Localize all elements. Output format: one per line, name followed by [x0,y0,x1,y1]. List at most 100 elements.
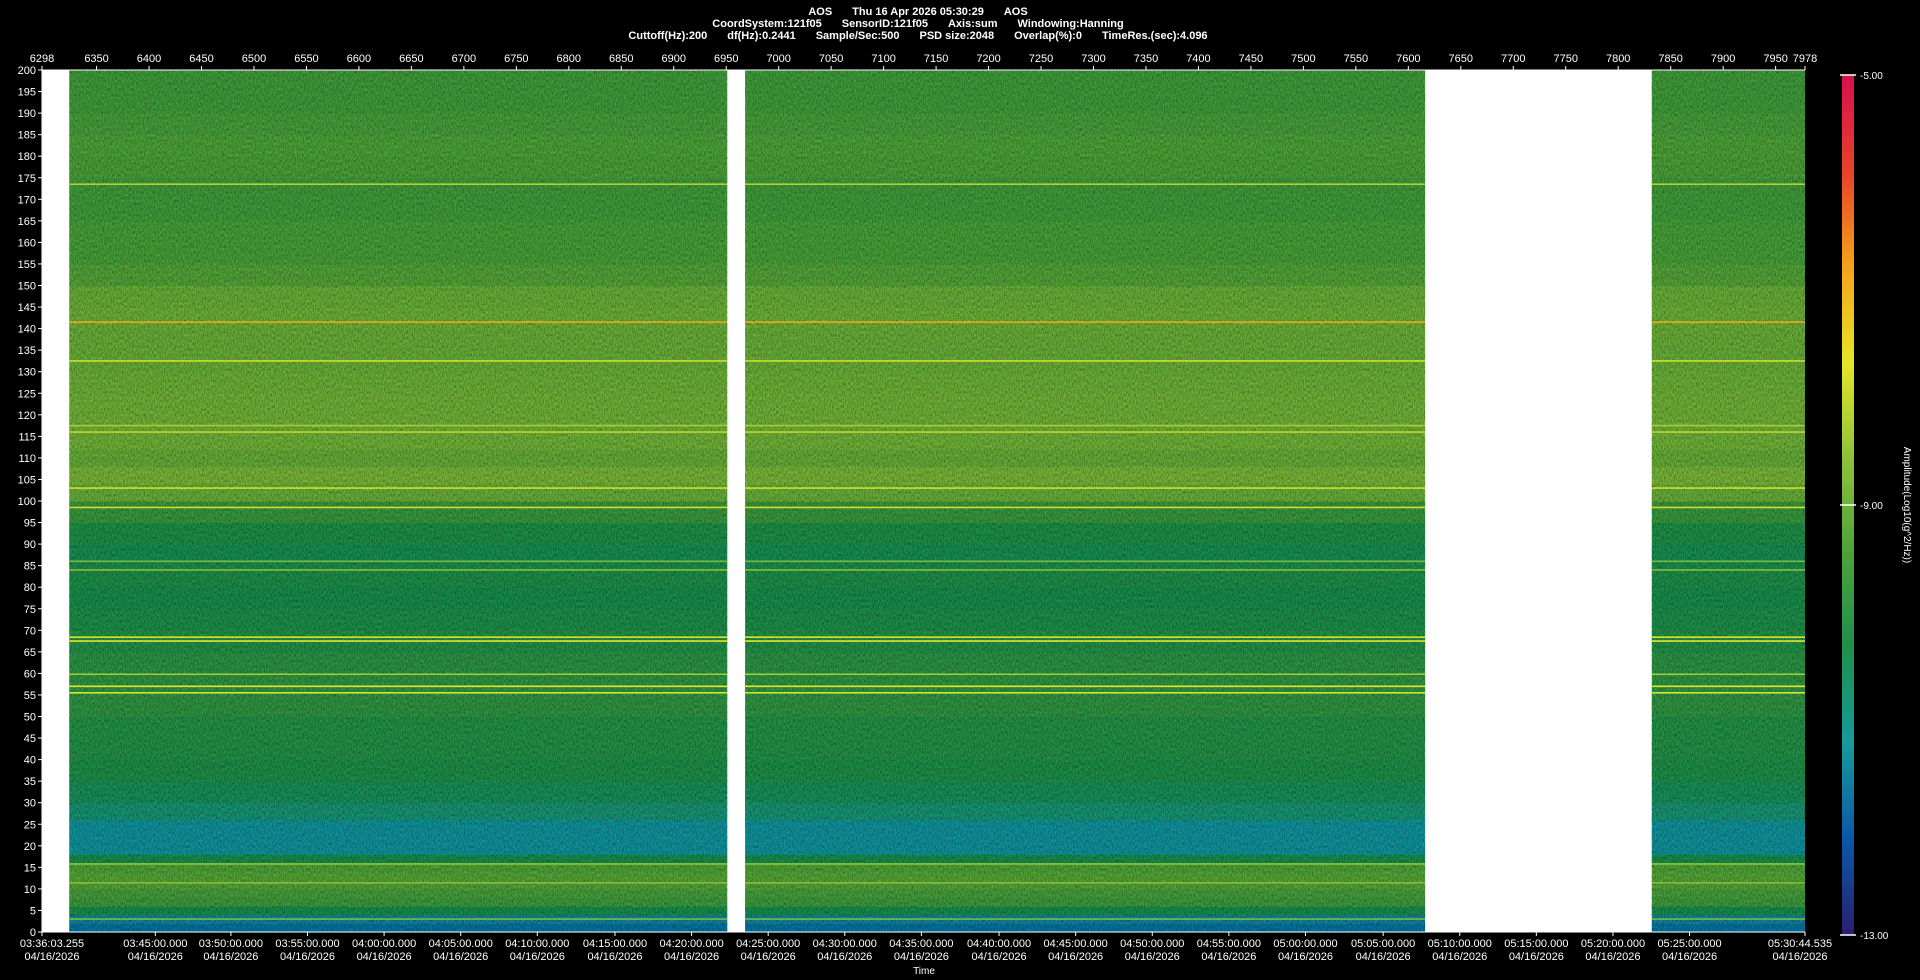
header-field: TimeRes.(sec):4.096 [1101,30,1208,42]
index-tick-label: 7550 [1344,53,1368,65]
index-tick-label: 7200 [976,53,1000,65]
time-tick-label: 04:00:00.000 [352,938,416,950]
frequency-band [745,759,1426,782]
y-tick-label: 130 [18,367,36,379]
y-tick-label: 195 [18,87,36,99]
time-tick-date: 04/16/2026 [894,951,949,963]
frequency-band [745,888,1426,899]
frequency-band [1651,285,1805,308]
time-tick-date: 04/16/2026 [1662,951,1717,963]
frequency-band [69,897,728,907]
index-tick-label: 6950 [714,53,738,65]
index-tick-label: 6850 [609,53,633,65]
frequency-band [69,863,728,873]
frequency-band [745,393,1426,425]
index-tick-label: 6400 [137,53,161,65]
y-tick-label: 10 [24,884,36,896]
time-tick-date: 04/16/2026 [280,951,335,963]
frequency-band [69,328,728,351]
time-tick-label: 05:20:00.000 [1581,938,1645,950]
time-tick-label: 03:50:00.000 [199,938,263,950]
index-tick-label: 7800 [1606,53,1630,65]
index-tick-label: 7850 [1658,53,1682,65]
frequency-band [745,802,1426,821]
frequency-band [745,651,1426,674]
frequency-band [1651,759,1805,782]
y-tick-label: 80 [24,582,36,594]
index-tick-label: 6298 [30,53,54,65]
time-tick-label: 05:30:44.535 [1768,938,1832,950]
frequency-band [69,70,728,93]
index-tick-label: 7100 [871,53,895,65]
time-tick-date: 04/16/2026 [664,951,719,963]
frequency-band [1651,393,1805,425]
frequency-band [69,587,728,610]
frequency-band [745,906,1426,916]
frequency-band [1651,781,1805,804]
time-tick-date: 04/16/2026 [1585,951,1640,963]
index-tick-label: 7650 [1449,53,1473,65]
y-tick-label: 160 [18,237,36,249]
y-tick-label: 200 [18,65,36,77]
frequency-band [1651,328,1805,351]
frequency-band [1651,220,1805,243]
y-tick-label: 30 [24,798,36,810]
time-tick-date: 04/16/2026 [1048,951,1103,963]
frequency-band [745,423,1426,450]
frequency-band [745,544,1426,567]
frequency-band [1651,371,1805,394]
frequency-band [69,544,728,567]
index-tick-label: 6350 [84,53,108,65]
header-field: Sample/Sec:500 [815,30,900,42]
time-tick-label: 04:50:00.000 [1120,938,1184,950]
index-tick-label: 6800 [557,53,581,65]
frequency-band [745,501,1426,524]
time-tick-date: 04/16/2026 [1772,951,1827,963]
index-tick-label: 7600 [1396,53,1420,65]
time-tick-date: 04/16/2026 [1125,951,1180,963]
index-tick-label: 7700 [1501,53,1525,65]
y-tick-label: 5 [30,905,36,917]
frequency-band [745,694,1426,718]
header-field: CoordSystem:121f05 [712,18,822,30]
index-tick-label: 6650 [399,53,423,65]
frequency-band [1651,156,1805,179]
frequency-band [69,307,728,330]
y-tick-label: 150 [18,281,36,293]
y-tick-label: 20 [24,841,36,853]
frequency-band [1651,871,1805,881]
y-tick-label: 105 [18,474,36,486]
time-tick-label: 04:20:00.000 [659,938,723,950]
frequency-band [69,716,728,739]
frequency-band [745,880,1426,890]
header-line-3: Cuttoff(Hz):200 df(Hz):0.2441 Sample/Sec:5… [0,30,1836,42]
frequency-band [69,285,728,308]
time-tick-date: 04/16/2026 [1509,951,1564,963]
frequency-band [745,113,1426,136]
colorbar-tick-label: -13.00 [1860,931,1889,942]
frequency-band [745,263,1426,287]
frequency-band [1651,263,1805,287]
header-field: SensorID:121f05 [841,18,928,30]
time-tick-date: 04/16/2026 [433,951,488,963]
frequency-band [1651,923,1805,933]
header-field: Windowing:Hanning [1017,18,1124,30]
frequency-band [745,134,1426,157]
frequency-band [1651,906,1805,916]
frequency-band [745,871,1426,881]
frequency-band [69,819,728,838]
frequency-band [1651,897,1805,907]
frequency-band [745,285,1426,308]
index-tick-label: 7150 [924,53,948,65]
frequency-band [1651,501,1805,524]
frequency-band [69,651,728,674]
index-tick-label: 7750 [1553,53,1577,65]
frequency-band [69,466,728,485]
frequency-band [745,923,1426,933]
y-tick-label: 125 [18,388,36,400]
time-tick-date: 04/16/2026 [510,951,565,963]
time-tick-label: 05:25:00.000 [1657,938,1721,950]
time-tick-date: 04/16/2026 [203,951,258,963]
frequency-band [1651,716,1805,739]
time-tick-label: 05:00:00.000 [1273,938,1337,950]
